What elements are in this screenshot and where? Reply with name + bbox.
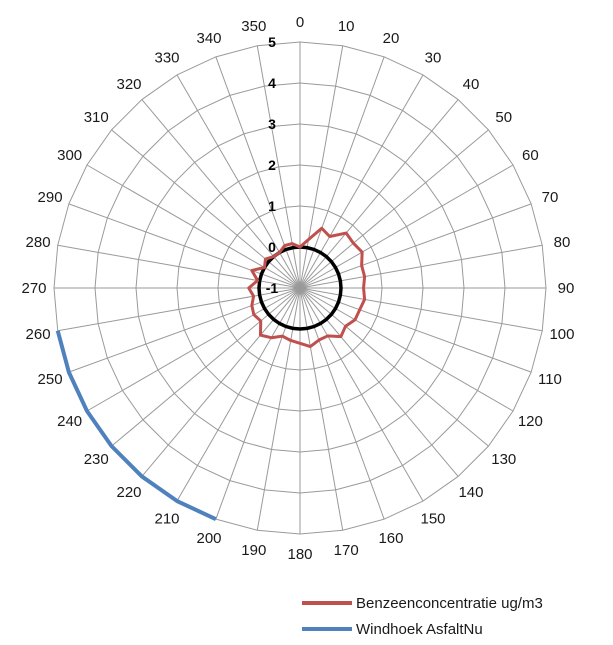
angle-label: 10 [338,18,355,35]
angle-label: 100 [549,326,574,343]
angle-label: 110 [538,371,562,388]
angle-label: 40 [463,76,480,93]
radial-tick-label: 3 [268,116,276,132]
radial-tick-label: -1 [266,280,279,296]
radial-tick-label: 2 [268,157,276,173]
legend-label-benzene: Benzeenconcentratie ug/m3 [356,594,543,612]
legend-swatch-wind [302,627,352,631]
angle-label: 330 [154,50,179,67]
angle-label: 310 [84,109,109,126]
angle-label: 70 [542,189,559,206]
angle-label: 0 [296,14,304,31]
angle-label: 210 [154,510,179,527]
series-line-benzene [247,226,367,349]
angle-label: 30 [425,50,442,67]
angle-label: 270 [21,280,46,297]
angle-label: 280 [26,234,51,251]
angle-label: 200 [197,530,222,547]
angle-label: 220 [117,484,142,501]
angle-label: 320 [117,76,142,93]
angle-label: 250 [38,371,63,388]
angle-label: 240 [57,413,82,430]
series-line-wind [55,330,217,521]
angle-label: 160 [378,530,403,547]
angle-label: 190 [241,542,266,559]
angle-label: 300 [57,147,82,164]
radial-tick-label: 5 [268,34,276,50]
legend-item-benzene: Benzeenconcentratie ug/m3 [302,590,613,616]
angle-label: 120 [518,413,543,430]
angle-label: 20 [383,30,400,47]
angle-label: 150 [420,510,445,527]
legend: Benzeenconcentratie ug/m3 Windhoek Asfal… [302,590,613,642]
radial-tick-label: 0 [268,239,276,255]
radial-tick-label: 1 [268,198,276,214]
radial-tick-label: 4 [268,75,276,91]
angle-label: 140 [458,484,483,501]
angle-label: 80 [554,234,571,251]
legend-label-wind: Windhoek AsfaltNu [356,620,483,638]
angle-label: 130 [491,451,516,468]
radar-chart: 0 102030405060708090100110120130140150160… [21,14,575,563]
angle-label: 350 [241,18,266,35]
legend-swatch-benzene [302,601,352,605]
angle-label: 290 [38,189,63,206]
angle-label: 260 [26,326,51,343]
angle-label: 170 [334,542,359,559]
legend-item-wind: Windhoek AsfaltNu [302,616,613,642]
angle-label: 180 [287,546,312,563]
angle-label: 340 [197,30,222,47]
angle-label: 50 [495,109,512,126]
angle-label: 60 [522,147,539,164]
angle-label: 230 [84,451,109,468]
angle-label: 90 [558,280,575,297]
